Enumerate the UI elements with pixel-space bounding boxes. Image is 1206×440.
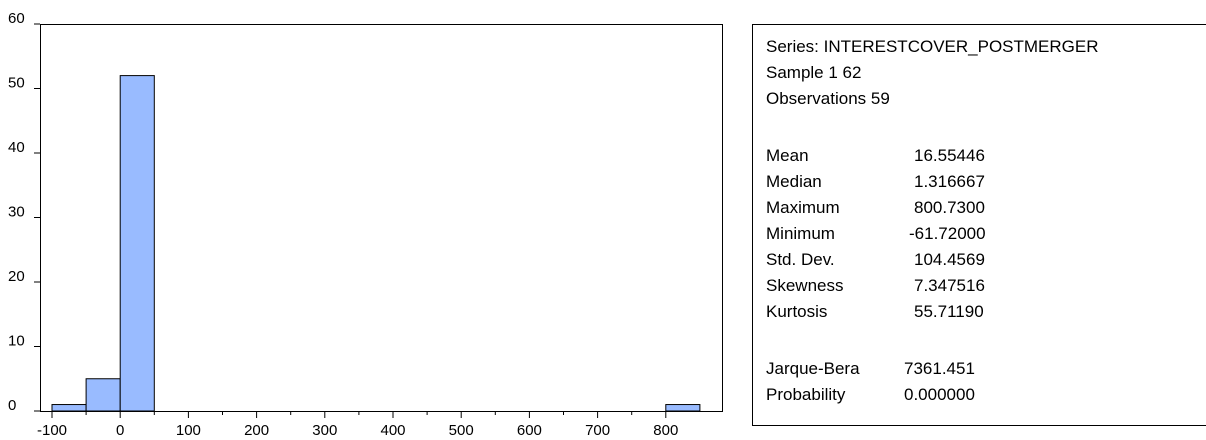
x-tick-label: 600 (517, 422, 542, 439)
y-axis: 0 10 20 30 40 50 60 (8, 10, 40, 414)
stat-label: Probability (766, 385, 846, 404)
x-tick-label: 100 (176, 422, 201, 439)
observations-count: Observations 59 (766, 89, 890, 108)
y-tick-label: 10 (8, 333, 25, 350)
stat-label: Skewness (766, 276, 844, 295)
stat-value: -61.72000 (909, 224, 986, 243)
statistics-panel: Series: INTERESTCOVER_POSTMERGER Sample … (752, 24, 1206, 426)
y-tick-label: 0 (8, 397, 16, 414)
stat-value: 55.71190 (914, 302, 984, 321)
stat-value: 16.55446 (914, 146, 985, 165)
x-tick-label: 500 (449, 422, 474, 439)
stat-value: 7.347516 (914, 276, 985, 295)
stat-value: 104.4569 (914, 250, 985, 269)
x-tick-label: 400 (380, 422, 405, 439)
y-tick-label: 50 (8, 75, 25, 92)
x-tick-label: -100 (37, 422, 67, 439)
stat-value: 7361.451 (904, 359, 975, 378)
sample-range: Sample 1 62 (766, 63, 862, 82)
x-tick-label: 200 (244, 422, 269, 439)
plot-area-frame (40, 24, 723, 412)
histogram-bar (85, 378, 121, 412)
histogram-bar (119, 75, 155, 412)
y-tick-label: 20 (8, 268, 25, 285)
series-name: Series: INTERESTCOVER_POSTMERGER (766, 37, 1099, 56)
x-axis: -100 0 100 200 300 400 500 600 700 800 (37, 411, 678, 439)
y-tick-label: 30 (8, 204, 25, 221)
histogram-bar (665, 404, 701, 412)
stat-value: 800.7300 (914, 198, 985, 217)
y-tick-label: 40 (8, 139, 25, 156)
x-tick-label: 0 (116, 422, 124, 439)
stat-value: 0.000000 (904, 385, 975, 404)
x-tick-label: 300 (312, 422, 337, 439)
histogram-chart: 0 10 20 30 40 50 60 -100 0 100 200 300 400 500 600 700… (8, 10, 723, 439)
stat-label: Median (766, 172, 822, 191)
y-tick-label: 60 (8, 10, 25, 27)
stat-label: Maximum (766, 198, 840, 217)
stat-label: Kurtosis (766, 302, 828, 321)
bars-layer (51, 75, 701, 412)
x-tick-label: 800 (653, 422, 678, 439)
stat-value: 1.316667 (914, 172, 985, 191)
histogram-bar (51, 404, 87, 412)
stat-label: Minimum (766, 224, 835, 243)
stat-label: Std. Dev. (766, 250, 835, 269)
x-tick-label: 700 (585, 422, 610, 439)
stat-label: Mean (766, 146, 809, 165)
stat-label: Jarque-Bera (766, 359, 860, 378)
